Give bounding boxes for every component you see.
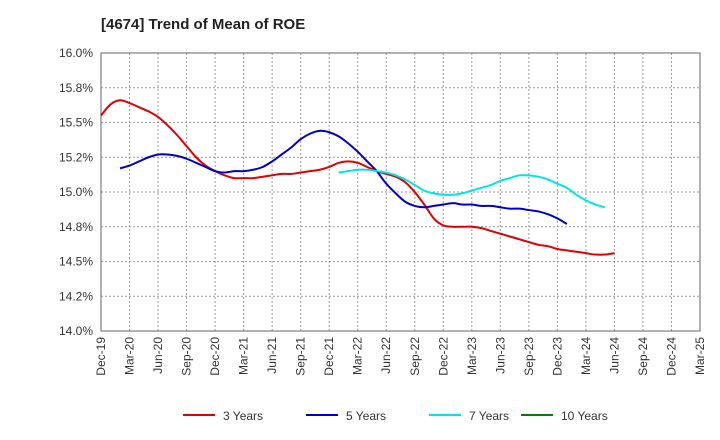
x-tick-label: Dec-19 <box>94 337 108 376</box>
x-tick-label: Dec-22 <box>436 337 450 376</box>
y-tick-label: 14.5% <box>59 255 93 269</box>
legend-label: 7 Years <box>469 409 509 423</box>
series-line-7-years <box>338 168 606 209</box>
grid-layer <box>101 53 700 331</box>
y-tick-label: 15.0% <box>59 185 93 199</box>
x-tick-label: Jun-24 <box>607 337 621 374</box>
x-tick-label: Dec-21 <box>322 337 336 376</box>
y-tick-label: 15.5% <box>59 116 93 130</box>
x-tick-label: Sep-21 <box>294 337 308 376</box>
x-tick-label: Jun-21 <box>265 337 279 374</box>
x-tick-label: Sep-23 <box>522 337 536 376</box>
y-tick-label: 14.2% <box>59 289 93 303</box>
legend: 3 Years 5 Years 7 Years 10 Years <box>183 409 608 423</box>
x-tick-label: Mar-23 <box>465 337 479 375</box>
plot-frame <box>100 52 701 332</box>
x-tick-label: Sep-24 <box>636 337 650 376</box>
x-tick-label: Sep-20 <box>180 337 194 376</box>
legend-label: 10 Years <box>561 409 608 423</box>
legend-label: 5 Years <box>346 409 386 423</box>
series-line-5-years <box>119 129 568 225</box>
x-tick-label: Dec-24 <box>664 337 678 376</box>
x-tick-label: Jun-23 <box>493 337 507 374</box>
y-tick-label: 14.8% <box>59 220 93 234</box>
y-tick-label: 15.8% <box>59 81 93 95</box>
x-tick-label: Mar-21 <box>237 337 251 375</box>
x-tick-label: Mar-24 <box>579 337 593 375</box>
y-tick-label: 15.2% <box>59 150 93 164</box>
chart-title: [4674] Trend of Mean of ROE <box>101 16 305 33</box>
y-tick-label: 16.0% <box>59 46 93 60</box>
x-tick-label: Jun-20 <box>151 337 165 374</box>
y-tick-label: 14.0% <box>59 324 93 338</box>
series-layer <box>100 99 615 256</box>
x-tick-label: Mar-25 <box>693 337 707 375</box>
x-tick-label: Dec-23 <box>550 337 564 376</box>
legend-label: 3 Years <box>223 409 263 423</box>
x-tick-label: Sep-22 <box>408 337 422 376</box>
series-line-3-years <box>100 99 615 256</box>
x-tick-label: Mar-22 <box>351 337 365 375</box>
x-tick-label: Dec-20 <box>208 337 222 376</box>
x-tick-label: Jun-22 <box>379 337 393 374</box>
x-tick-label: Mar-20 <box>123 337 137 375</box>
axis-layer: 16.0% 15.8% 15.5% 15.2% 15.0% 14.8% 14.5% 14.2%… <box>59 46 707 376</box>
